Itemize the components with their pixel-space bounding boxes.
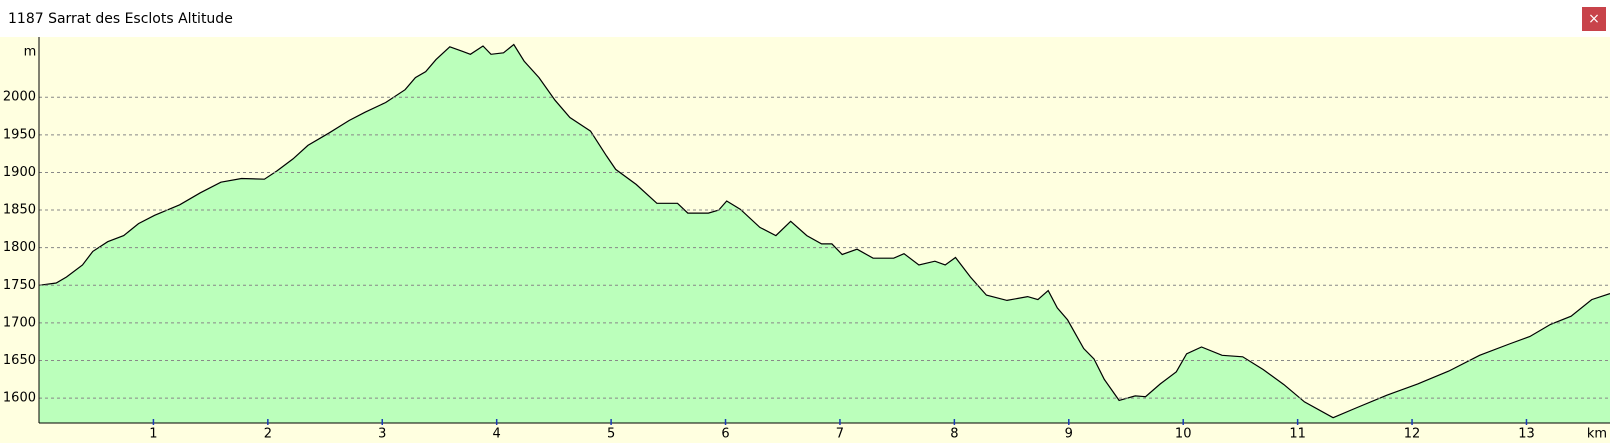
- close-button[interactable]: [1582, 7, 1606, 31]
- x-tick-label: 5: [607, 427, 615, 442]
- x-tick-label: 12: [1404, 427, 1421, 442]
- x-unit: km: [1587, 427, 1607, 442]
- title-bar: [0, 0, 1610, 37]
- y-tick-label: 1600: [3, 391, 36, 406]
- x-tick-label: 13: [1518, 427, 1535, 442]
- x-tick-label: 1: [149, 427, 157, 442]
- y-tick-label: 1800: [3, 240, 36, 255]
- area-fill: [39, 44, 1610, 423]
- x-tick-label: 4: [493, 427, 501, 442]
- x-tick-label: 9: [1065, 427, 1073, 442]
- x-tick-label: 7: [836, 427, 844, 442]
- y-tick-label: 1750: [3, 278, 36, 293]
- window-title: 1187 Sarrat des Esclots Altitude: [8, 11, 233, 27]
- y-tick-label: 1950: [3, 127, 36, 142]
- y-tick-label: 2000: [3, 90, 36, 105]
- x-tick-label: 3: [378, 427, 386, 442]
- y-tick-label: 1700: [3, 315, 36, 330]
- y-tick-label: 1650: [3, 353, 36, 368]
- y-tick-label: 1900: [3, 165, 36, 180]
- x-tick-label: 8: [950, 427, 958, 442]
- x-tick-label: 11: [1289, 427, 1306, 442]
- x-tick-label: 2: [264, 427, 272, 442]
- x-tick-label: 10: [1175, 427, 1192, 442]
- area-line: [38, 43, 1610, 419]
- y-unit: m: [24, 45, 37, 60]
- y-tick-label: 1850: [3, 203, 36, 218]
- x-tick-label: 6: [721, 427, 729, 442]
- close-label[interactable]: ×: [1588, 11, 1600, 27]
